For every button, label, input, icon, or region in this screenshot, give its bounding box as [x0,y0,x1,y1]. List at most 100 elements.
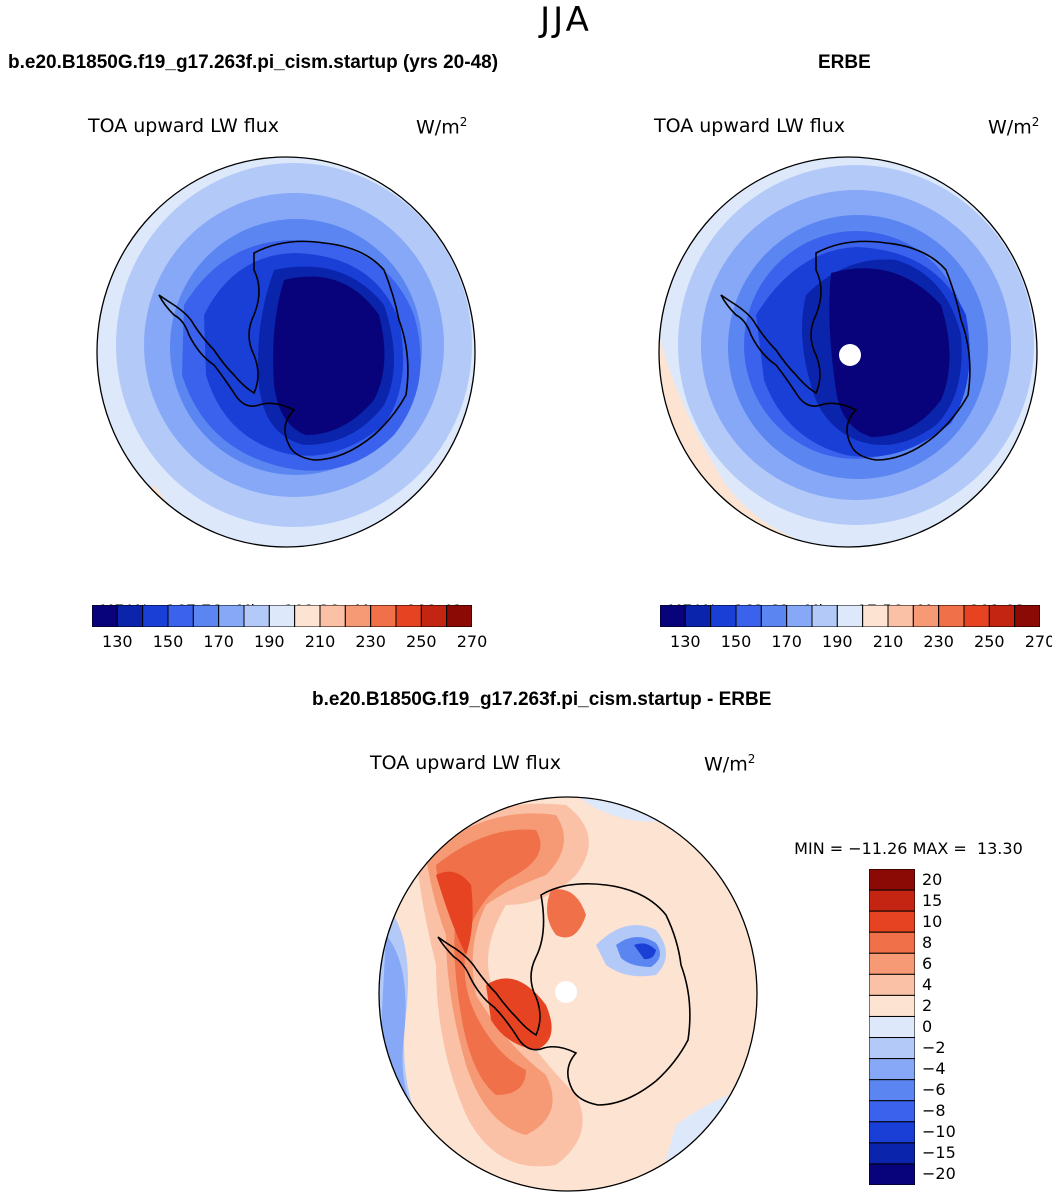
right-colorbar-swatch [988,604,1016,628]
right-colorbar-tick-label: 170 [771,632,802,651]
diff-colorbar-tick-label: −6 [922,1080,946,1100]
diff-colorbar-swatch [868,1058,916,1081]
diff-polar-map [378,796,758,1192]
diff-colorbar-tick-label: 6 [922,953,933,973]
season-title: JJA [540,0,592,40]
right-colorbar [659,604,1041,628]
left-colorbar-swatch [420,604,448,628]
right-colorbar-tick-label: 270 [1024,632,1052,651]
diff-max-label: MAX = [912,839,967,858]
right-units-label: W/m2 [988,115,1039,138]
left-colorbar-tick-label: 230 [355,632,386,651]
diff-colorbar-tick-label: 15 [922,890,943,910]
left-colorbar-swatch [395,604,422,628]
left-colorbar-swatch [91,604,118,628]
left-colorbar-tick-label: 150 [152,632,184,651]
right-antarctica-coastline [720,240,971,461]
diff-colorbar-tick-label: −2 [922,1038,946,1058]
right-panel-title: ERBE [818,52,871,73]
left-units-label: W/m2 [416,115,467,138]
right-colorbar-tick-label: 210 [872,632,904,651]
left-colorbar-tick-label: 170 [203,632,234,651]
left-antarctica-coastline [158,240,409,461]
right-colorbar-swatch [786,604,813,628]
right-colorbar-tick-label: 190 [822,632,853,651]
diff-stats: MIN = −11.26 MAX = 13.30 [784,820,1023,858]
diff-colorbar-swatch [868,889,916,912]
diff-colorbar-swatch [868,1100,916,1123]
right-colorbar-swatch [938,604,965,628]
right-colorbar-swatch [710,604,737,628]
right-colorbar-swatch [862,604,889,628]
left-colorbar-swatches [91,604,473,628]
diff-colorbar-tick-label: −10 [922,1122,956,1142]
diff-colorbar-swatch [868,1142,916,1165]
diff-colorbar-swatch [868,994,916,1017]
right-colorbar-swatches [659,604,1041,628]
right-colorbar-tick-label: 250 [974,632,1005,651]
left-colorbar-tick-label: 250 [406,632,437,651]
right-colorbar-swatch [811,604,838,628]
left-colorbar-swatch [142,604,169,628]
diff-colorbar-swatch [868,1079,916,1102]
right-colorbar-swatch [684,604,712,628]
diff-colorbar-tick-label: 8 [922,932,933,952]
diff-units-text: W/m [704,753,748,776]
left-colorbar-swatch [268,604,296,628]
diff-colorbar-tick-label: −15 [922,1143,956,1163]
diff-min-value: −11.26 [848,839,908,858]
left-variable-label: TOA upward LW flux [88,115,280,137]
right-colorbar-swatch [912,604,940,628]
right-colorbar-swatch [836,604,864,628]
right-colorbar-swatch [963,604,990,628]
diff-colorbar-swatches [868,868,916,1186]
left-colorbar-swatch [192,604,220,628]
diff-variable-label: TOA upward LW flux [370,752,562,774]
diff-colorbar-tick-label: −4 [922,1059,946,1079]
diff-colorbar-swatch [868,1163,916,1186]
diff-colorbar-tick-label: 4 [922,974,933,994]
diff-max-value: 13.30 [976,839,1023,858]
diff-colorbar-swatch [868,931,916,954]
right-colorbar-tick-label: 150 [720,632,752,651]
left-colorbar-swatch [167,604,194,628]
right-units-text: W/m [988,116,1032,139]
diff-units-label: W/m2 [704,752,755,775]
diff-colorbar-swatch [868,910,916,933]
right-colorbar-swatch [1014,604,1041,628]
right-colorbar-swatch [760,604,788,628]
diff-colorbar-swatch [868,1121,916,1144]
left-units-sup: 2 [459,115,468,129]
left-map-border [96,156,476,548]
left-colorbar-swatch [344,604,372,628]
left-colorbar [91,604,473,628]
right-map-border [658,156,1038,548]
left-colorbar-labels: 130 150 170 190 210 230 250 270 [92,632,487,652]
right-colorbar-tick-label: 230 [923,632,954,651]
diff-colorbar-swatch [868,952,916,975]
left-polar-map [96,156,476,548]
left-units-text: W/m [416,116,460,139]
diff-map-border [378,796,758,1192]
right-units-sup: 2 [1031,115,1040,129]
diff-colorbar-tick-label: 2 [922,995,933,1015]
left-colorbar-swatch [319,604,346,628]
left-colorbar-tick-label: 190 [254,632,285,651]
diff-colorbar-tick-label: 10 [922,911,943,931]
right-colorbar-swatch [735,604,762,628]
diff-colorbar-tick-label: −20 [922,1164,956,1184]
diff-antarctica-coastline [437,882,691,1106]
diff-pole-hole [555,981,577,1003]
right-polar-map [658,156,1038,548]
left-colorbar-swatch [370,604,397,628]
left-panel-title: b.e20.B1850G.f19_g17.263f.pi_cism.startu… [8,52,499,73]
diff-colorbar-labels: 20 15 10 8 6 4 2 0 −2 −4 −6 −8 −10 −15 −20 [922,869,982,1185]
right-colorbar-swatch [659,604,686,628]
left-colorbar-swatch [294,604,321,628]
diff-units-sup: 2 [747,752,756,766]
left-colorbar-swatch [243,604,270,628]
diff-colorbar-tick-label: 0 [922,1017,933,1036]
diff-min-label: MIN = [794,839,844,858]
right-pole-hole [839,344,861,366]
right-variable-label: TOA upward LW flux [654,115,846,137]
